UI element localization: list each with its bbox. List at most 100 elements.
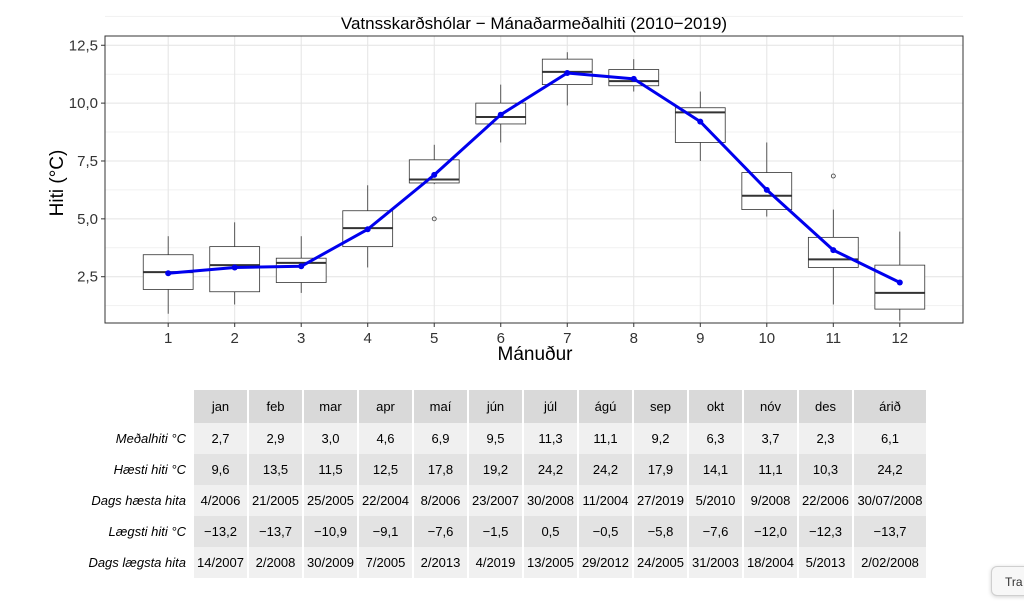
x-tick-label: 2 [231, 330, 239, 347]
table-cell: −13,7 [247, 516, 303, 547]
table-cell: 13/2005 [522, 547, 578, 578]
box [874, 264, 926, 310]
col-header-apr: apr [357, 390, 413, 423]
translate-tab[interactable]: Tra [991, 566, 1024, 596]
table-cell: 30/2008 [522, 485, 578, 516]
table-cell: −13,2 [192, 516, 248, 547]
chart-title: Vatnsskarðshólar − Mánaðarmeðalhiti (201… [341, 14, 727, 33]
col-header-agu: ágú [577, 390, 633, 423]
table-cell: 3,7 [742, 423, 798, 454]
table-row: Dags lægsta hita 14/2007 2/2008 30/2009 7/20… [88, 547, 926, 578]
x-tick-label: 10 [758, 330, 775, 347]
y-tick-label: 10,0 [69, 95, 98, 112]
table-cell: 5/2010 [687, 485, 743, 516]
climate-table: jan feb mar apr maí jún júl ágú sep okt … [88, 390, 926, 578]
table-cell: −0,5 [577, 516, 633, 547]
table-cell: 4,6 [357, 423, 413, 454]
table-row: Dags hæsta hita 4/2006 21/2005 25/2005 22/20… [88, 485, 926, 516]
table-cell: 14/2007 [192, 547, 248, 578]
boxplot-chart: Vatnsskarðshólar − Mánaðarmeðalhiti (201… [47, 14, 964, 365]
mean-point [431, 171, 438, 178]
table-cell: 2,9 [247, 423, 303, 454]
table-cell: 22/2004 [357, 485, 413, 516]
table-cell: 17,9 [632, 454, 688, 485]
table-cell: −7,6 [687, 516, 743, 547]
table-cell: 29/2012 [577, 547, 633, 578]
col-header-mai: maí [412, 390, 468, 423]
table-cell: −13,7 [852, 516, 926, 547]
table-cell: 17,8 [412, 454, 468, 485]
row-label: Hæsti hiti °C [113, 462, 186, 477]
table-cell: 8/2006 [412, 485, 468, 516]
table-cell: 22/2006 [797, 485, 853, 516]
table-cell: −5,8 [632, 516, 688, 547]
row-label: Lægsti hiti °C [108, 524, 186, 539]
mean-point [298, 263, 305, 270]
table-cell: 9,5 [467, 423, 523, 454]
table-cell: 9,6 [192, 454, 248, 485]
table-cell: 6,3 [687, 423, 743, 454]
table-cell: 24,2 [577, 454, 633, 485]
table-cell: 2/2013 [412, 547, 468, 578]
col-header-des: des [797, 390, 853, 423]
plot-border [104, 35, 964, 324]
table-cell: 11,1 [742, 454, 798, 485]
table-cell: 12,5 [357, 454, 413, 485]
col-header-arid: árið [852, 390, 926, 423]
y-axis-title: Hiti (°C) [47, 150, 68, 217]
x-tick-label: 8 [630, 330, 638, 347]
mean-point [364, 226, 371, 233]
mean-point [630, 75, 637, 82]
mean-point [497, 111, 504, 118]
mean-point [231, 264, 238, 271]
col-header-sep: sep [632, 390, 688, 423]
row-label: Dags hæsta hita [91, 493, 186, 508]
table-cell: 2/02/2008 [852, 547, 926, 578]
table-cell: −10,9 [302, 516, 358, 547]
x-tick-label: 6 [497, 330, 505, 347]
col-header-okt: okt [687, 390, 743, 423]
x-tick-label: 3 [297, 330, 305, 347]
x-tick-label: 4 [364, 330, 372, 347]
table-cell: −7,6 [412, 516, 468, 547]
table-cell: 2/2008 [247, 547, 303, 578]
table-cell: 11,3 [522, 423, 578, 454]
table-cell: 21/2005 [247, 485, 303, 516]
mean-point [697, 118, 704, 125]
table-cell: 0,5 [522, 516, 578, 547]
x-tick-label: 12 [891, 330, 908, 347]
table-cell: −12,3 [797, 516, 853, 547]
table-row: Hæsti hiti °C 9,6 13,5 11,5 12,5 17,8 19,2 24,2… [88, 454, 926, 485]
y-tick-label: 2,5 [77, 269, 98, 286]
table-cell: −9,1 [357, 516, 413, 547]
col-header-feb: feb [247, 390, 303, 423]
table-cell: 9/2008 [742, 485, 798, 516]
table-row: Meðalhiti °C 2,7 2,9 3,0 4,6 6,9 9,5 11,3 11,1 9,… [88, 423, 926, 454]
table-cell: 4/2019 [467, 547, 523, 578]
table-cell: 3,0 [302, 423, 358, 454]
table-cell: 11,5 [302, 454, 358, 485]
table-cell: 14,1 [687, 454, 743, 485]
table-row: Lægsti hiti °C −13,2 −13,7 −10,9 −9,1 −7,6 −1,… [88, 516, 926, 547]
mean-point [830, 247, 837, 254]
x-tick-label: 9 [696, 330, 704, 347]
y-tick-label: 12,5 [69, 37, 98, 54]
table-cell: 7/2005 [357, 547, 413, 578]
table-cell: 10,3 [797, 454, 853, 485]
col-header-nov: nóv [742, 390, 798, 423]
col-header-mar: mar [302, 390, 358, 423]
mean-point [564, 70, 571, 77]
table-cell: 27/2019 [632, 485, 688, 516]
table-cell: 11/2004 [577, 485, 633, 516]
x-tick-label: 7 [563, 330, 571, 347]
col-header-jun: jún [467, 390, 523, 423]
table-cell: 24/2005 [632, 547, 688, 578]
box [408, 159, 460, 184]
table-header-row: jan feb mar apr maí jún júl ágú sep okt … [88, 390, 926, 423]
mean-point [896, 279, 903, 286]
x-axis-title: Mánuður [498, 344, 574, 365]
table-cell: 30/2009 [302, 547, 358, 578]
table-cell: 6,1 [852, 423, 926, 454]
mean-series-line [168, 71, 901, 284]
table-cell: 31/2003 [687, 547, 743, 578]
